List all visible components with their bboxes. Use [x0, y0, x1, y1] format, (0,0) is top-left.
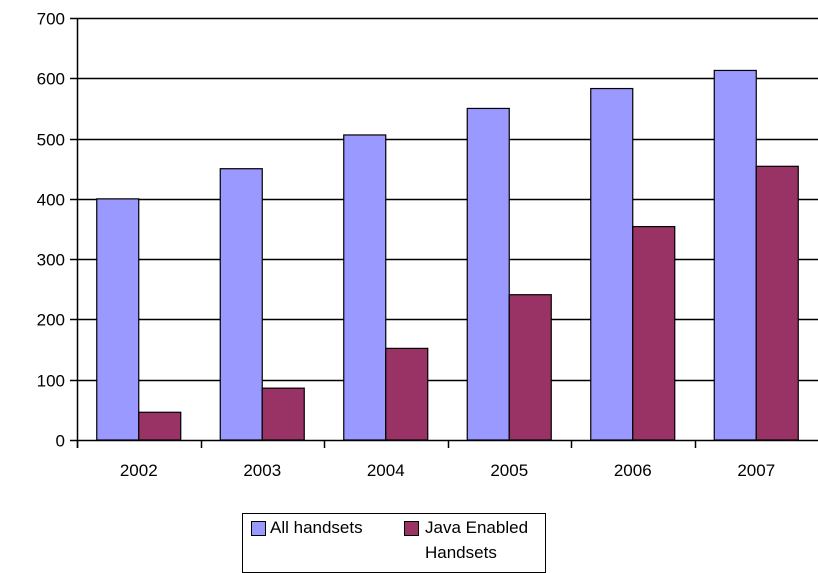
x-tick-label-2005: 2005 — [490, 461, 528, 480]
bar-all-handsets-2006 — [590, 87, 634, 441]
bar-java-enabled-2002 — [138, 411, 182, 441]
y-tick-label-400: 400 — [37, 191, 65, 210]
x-tick-label-2002: 2002 — [120, 461, 158, 480]
legend-label-all-handsets: All handsets — [270, 518, 363, 537]
bar-all-handsets-2003 — [219, 168, 263, 441]
bar-chart: 0 100 200 300 400 500 600 700 2002 2003 2004 2005 20… — [37, 10, 818, 481]
x-tick-label-2006: 2006 — [614, 461, 652, 480]
tick-labels: 0 100 200 300 400 500 600 700 2002 2003 2004 2005 20… — [37, 10, 776, 481]
bar-java-enabled-2003 — [261, 387, 305, 441]
chart-legend: All handsets Java Enabled Handsets — [242, 513, 546, 573]
y-tick-label-600: 600 — [37, 70, 65, 89]
bar-java-enabled-2006 — [632, 225, 676, 441]
legend-label-java-enabled-line2: Handsets — [425, 543, 497, 562]
y-tick-label-100: 100 — [37, 372, 65, 391]
x-tick-label-2004: 2004 — [367, 461, 405, 480]
bar-java-enabled-2004 — [385, 347, 429, 441]
legend-swatch-java-enabled — [404, 521, 419, 536]
bar-all-handsets-2002 — [96, 198, 140, 441]
x-tick-label-2007: 2007 — [737, 461, 775, 480]
bar-java-enabled-2005 — [508, 294, 552, 441]
bars — [96, 69, 799, 441]
y-tick-label-700: 700 — [37, 10, 65, 29]
y-tick-label-300: 300 — [37, 251, 65, 270]
bar-all-handsets-2004 — [343, 134, 387, 441]
legend-label-java-enabled-line1: Java Enabled — [425, 518, 529, 537]
y-tick-label-200: 200 — [37, 311, 65, 330]
x-tick-label-2003: 2003 — [243, 461, 281, 480]
bar-all-handsets-2007 — [713, 69, 757, 441]
bar-all-handsets-2005 — [466, 107, 510, 441]
axes — [70, 17, 818, 448]
gridlines — [77, 17, 818, 382]
y-tick-label-0: 0 — [56, 432, 65, 451]
y-tick-label-500: 500 — [37, 131, 65, 150]
bar-java-enabled-2007 — [755, 165, 799, 441]
legend-swatch-all-handsets — [251, 521, 266, 536]
